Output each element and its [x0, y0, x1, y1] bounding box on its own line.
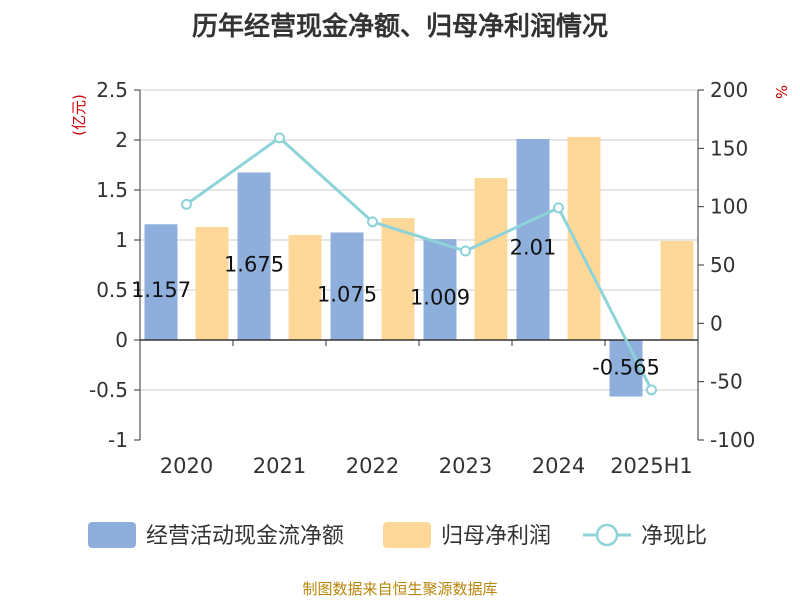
- right-tick-label: 150: [710, 136, 748, 160]
- cashflow-data-label: 1.157: [131, 278, 191, 302]
- left-tick-label: -1: [108, 428, 128, 452]
- net-profit-bar: [567, 137, 601, 340]
- data-labels: 1.157 1.675 1.075 1.009 2.01 -0.565: [131, 236, 660, 380]
- legend-label: 归母净利润: [441, 524, 551, 549]
- left-tick-label: 0.5: [96, 278, 128, 302]
- cashflow-data-label: 1.675: [224, 252, 284, 276]
- axes: 2.5 2 1.5 1 0.5 0 -0.5 -1 200 150 100 50 0 -50 -100 (亿元…: [70, 78, 790, 478]
- legend-swatch: [88, 522, 136, 548]
- x-tick-label: 2020: [160, 454, 213, 478]
- net-cash-ratio-point: [181, 198, 192, 210]
- net-profit-bar: [195, 227, 229, 340]
- left-axis-title: (亿元): [70, 94, 88, 136]
- source-note: 制图数据来自恒生聚源数据库: [302, 580, 498, 598]
- cashflow-bar: [237, 172, 271, 340]
- x-tick-label: 2025H1: [610, 454, 693, 478]
- net-cash-ratio-point: [646, 384, 657, 396]
- net-cash-ratio-point: [274, 132, 285, 144]
- legend-swatch: [383, 522, 431, 548]
- cashflow-bar: [516, 139, 550, 340]
- left-tick-label: 0: [115, 328, 128, 352]
- right-tick-label: 200: [710, 78, 748, 102]
- net-cash-ratio-point: [460, 245, 471, 257]
- x-tick-label: 2022: [346, 454, 399, 478]
- left-tick-label: 2: [115, 128, 128, 152]
- legend-label: 净现比: [641, 524, 707, 549]
- chart-title: 历年经营现金净额、归母净利润情况: [191, 12, 608, 42]
- right-tick-label: 0: [710, 311, 723, 335]
- cashflow-bar: [609, 340, 643, 397]
- cashflow-data-label: 1.009: [410, 286, 470, 310]
- left-tick-label: 1: [115, 228, 128, 252]
- cashflow-bar: [144, 224, 178, 340]
- net-cash-ratio-point: [367, 216, 378, 228]
- net-cash-ratio-point: [553, 202, 564, 214]
- right-tick-label: 50: [710, 253, 735, 277]
- cashflow-data-label: 2.01: [510, 236, 557, 260]
- bars: [144, 137, 694, 397]
- right-tick-label: -50: [710, 370, 743, 394]
- net-profit-bar: [381, 218, 415, 340]
- left-tick-label: 2.5: [96, 78, 128, 102]
- net-profit-bar: [660, 241, 694, 340]
- x-tick-label: 2024: [532, 454, 585, 478]
- net-profit-bar: [474, 178, 508, 340]
- left-tick-label: -0.5: [89, 378, 128, 402]
- cashflow-data-label: -0.565: [592, 356, 660, 380]
- cashflow-bar: [330, 232, 364, 340]
- net-cash-ratio-line: [185, 135, 653, 391]
- x-tick-label: 2021: [253, 454, 306, 478]
- legend[interactable]: 经营活动现金流净额 归母净利润 净现比: [88, 522, 707, 549]
- right-tick-label: 100: [710, 195, 748, 219]
- right-axis-title: %: [772, 85, 790, 99]
- legend-swatch: [595, 523, 619, 547]
- cashflow-data-label: 1.075: [317, 282, 377, 306]
- legend-label: 经营活动现金流净额: [146, 524, 344, 549]
- right-tick-label: -100: [710, 428, 755, 452]
- cashflow-bar: [423, 239, 457, 340]
- x-tick-label: 2023: [439, 454, 492, 478]
- left-tick-label: 1.5: [96, 178, 128, 202]
- line-series: [181, 132, 657, 396]
- net-profit-bar: [288, 235, 322, 340]
